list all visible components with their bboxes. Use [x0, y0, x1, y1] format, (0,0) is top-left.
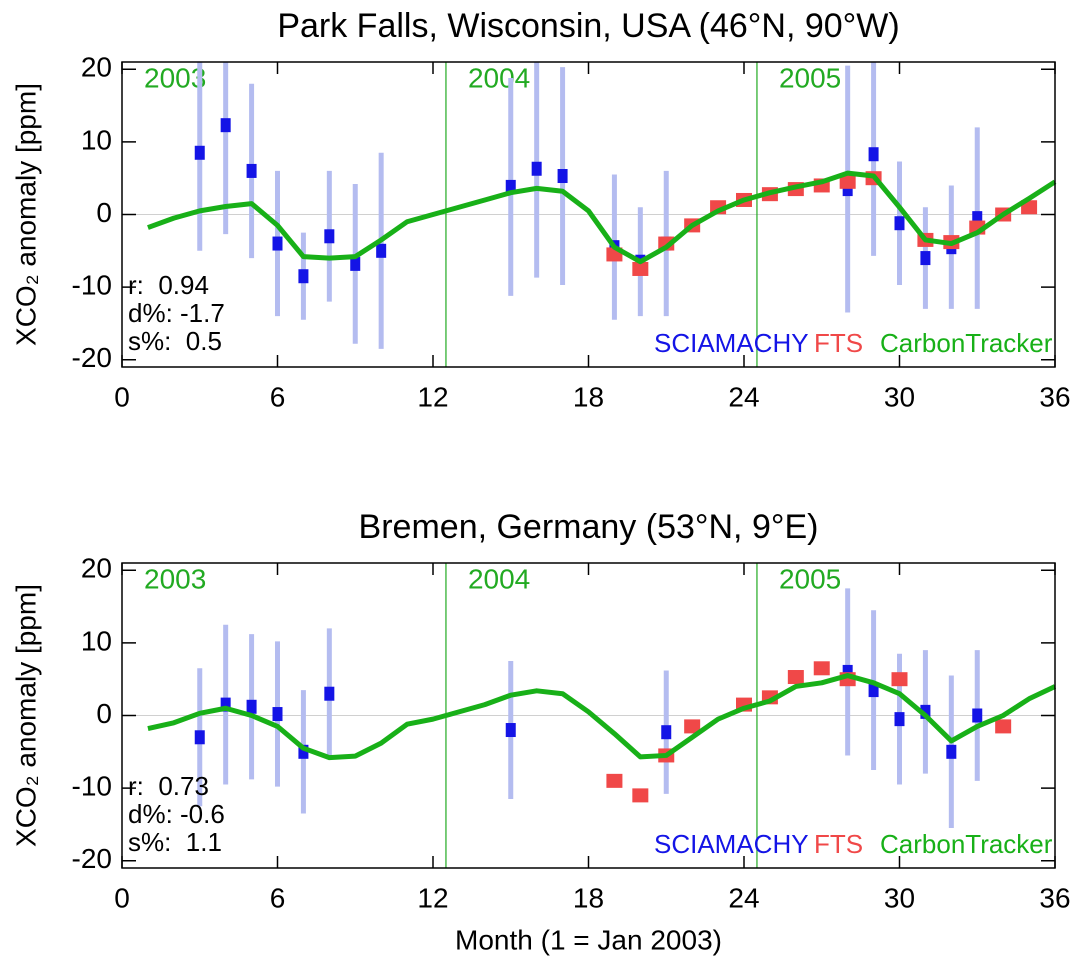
- stat-label: s%: 1.1: [128, 827, 222, 857]
- stat-label: r: 0.73: [128, 771, 209, 801]
- sciamachy-point: [505, 723, 516, 738]
- x-tick-label: 24: [728, 882, 759, 913]
- x-tick-label: 30: [884, 381, 915, 412]
- sciamachy-point: [661, 725, 672, 740]
- sciamachy-point: [272, 236, 283, 251]
- sciamachy-point: [194, 730, 205, 745]
- x-tick-label: 18: [573, 882, 604, 913]
- x-tick-label: 36: [1039, 381, 1070, 412]
- x-tick-label: 24: [728, 381, 759, 412]
- carbontracker-line: [147, 673, 1057, 761]
- legend-label: FTS: [814, 829, 863, 859]
- sciamachy-point: [868, 147, 879, 162]
- legend-label: CarbonTracker: [880, 829, 1053, 859]
- sciamachy-point: [920, 251, 931, 266]
- legend-label: SCIAMACHY: [654, 328, 809, 358]
- y-axis-label: XCO₂ anomaly [ppm]: [10, 584, 41, 847]
- chart-title: Bremen, Germany (53°N, 9°E): [359, 508, 819, 546]
- sciamachy-point: [505, 179, 516, 194]
- sciamachy-point: [350, 256, 361, 271]
- x-tick-label: 36: [1039, 882, 1070, 913]
- y-tick-label: 10: [81, 625, 112, 656]
- legend-label: SCIAMACHY: [654, 829, 809, 859]
- sciamachy-point: [324, 686, 335, 701]
- sciamachy-point: [220, 118, 231, 133]
- y-tick-label: 20: [81, 553, 112, 584]
- sciamachy-point: [972, 708, 983, 723]
- stat-label: s%: 0.5: [128, 326, 222, 356]
- sciamachy-point: [194, 145, 205, 160]
- stat-label: d%: -1.7: [128, 298, 225, 328]
- carbontracker-line: [147, 170, 1057, 265]
- fts-point: [891, 672, 908, 687]
- fts-point: [606, 773, 623, 788]
- sciamachy-point: [557, 169, 568, 184]
- year-label: 2003: [144, 62, 206, 93]
- year-label: 2004: [468, 62, 530, 93]
- fts-point: [632, 261, 649, 276]
- sciamachy-point: [946, 744, 957, 759]
- x-tick-label: 18: [573, 381, 604, 412]
- y-tick-label: 0: [96, 698, 112, 729]
- sciamachy-point: [920, 704, 931, 719]
- fts-point: [813, 661, 830, 676]
- y-tick-label: 0: [96, 197, 112, 228]
- sciamachy-point: [894, 216, 905, 231]
- y-tick-label: -10: [72, 771, 112, 802]
- y-tick-label: 20: [81, 52, 112, 83]
- x-tick-label: 6: [270, 882, 286, 913]
- sciamachy-point: [272, 707, 283, 722]
- year-label: 2005: [779, 62, 841, 93]
- x-tick-label: 12: [417, 882, 448, 913]
- sciamachy-point: [376, 243, 387, 258]
- sciamachy-point: [531, 161, 542, 176]
- sciamachy-point: [298, 744, 309, 759]
- sciamachy-point: [972, 211, 983, 226]
- year-label: 2005: [779, 563, 841, 594]
- x-tick-label: 0: [114, 381, 130, 412]
- sciamachy-point: [246, 163, 257, 178]
- x-tick-label: 30: [884, 882, 915, 913]
- year-label: 2003: [144, 563, 206, 594]
- sciamachy-point: [298, 269, 309, 284]
- fts-point: [995, 719, 1012, 734]
- y-tick-label: -20: [72, 342, 112, 373]
- year-label: 2004: [468, 563, 530, 594]
- y-tick-label: -20: [72, 843, 112, 874]
- sciamachy-point: [894, 712, 905, 727]
- stat-label: d%: -0.6: [128, 799, 225, 829]
- x-tick-label: 0: [114, 882, 130, 913]
- chart-title: Park Falls, Wisconsin, USA (46°N, 90°W): [277, 7, 899, 45]
- fts-point: [839, 174, 856, 189]
- plot-frame: [121, 61, 1056, 368]
- y-tick-label: 10: [81, 124, 112, 155]
- sciamachy-point: [220, 697, 231, 712]
- plot-frame: [121, 562, 1056, 869]
- fts-point: [684, 719, 701, 734]
- legend-label: CarbonTracker: [880, 328, 1053, 358]
- sciamachy-point: [842, 664, 853, 679]
- x-tick-label: 6: [270, 381, 286, 412]
- fts-point: [632, 788, 649, 803]
- sciamachy-point: [324, 229, 335, 244]
- y-tick-label: -10: [72, 270, 112, 301]
- sciamachy-point: [868, 683, 879, 698]
- x-axis-label: Month (1 = Jan 2003): [455, 924, 722, 955]
- sciamachy-point: [246, 699, 257, 714]
- y-axis-label: XCO₂ anomaly [ppm]: [10, 83, 41, 346]
- legend-label: FTS: [814, 328, 863, 358]
- stat-label: r: 0.94: [128, 270, 209, 300]
- fts-point: [787, 670, 804, 685]
- sciamachy-point: [842, 182, 853, 197]
- x-tick-label: 12: [417, 381, 448, 412]
